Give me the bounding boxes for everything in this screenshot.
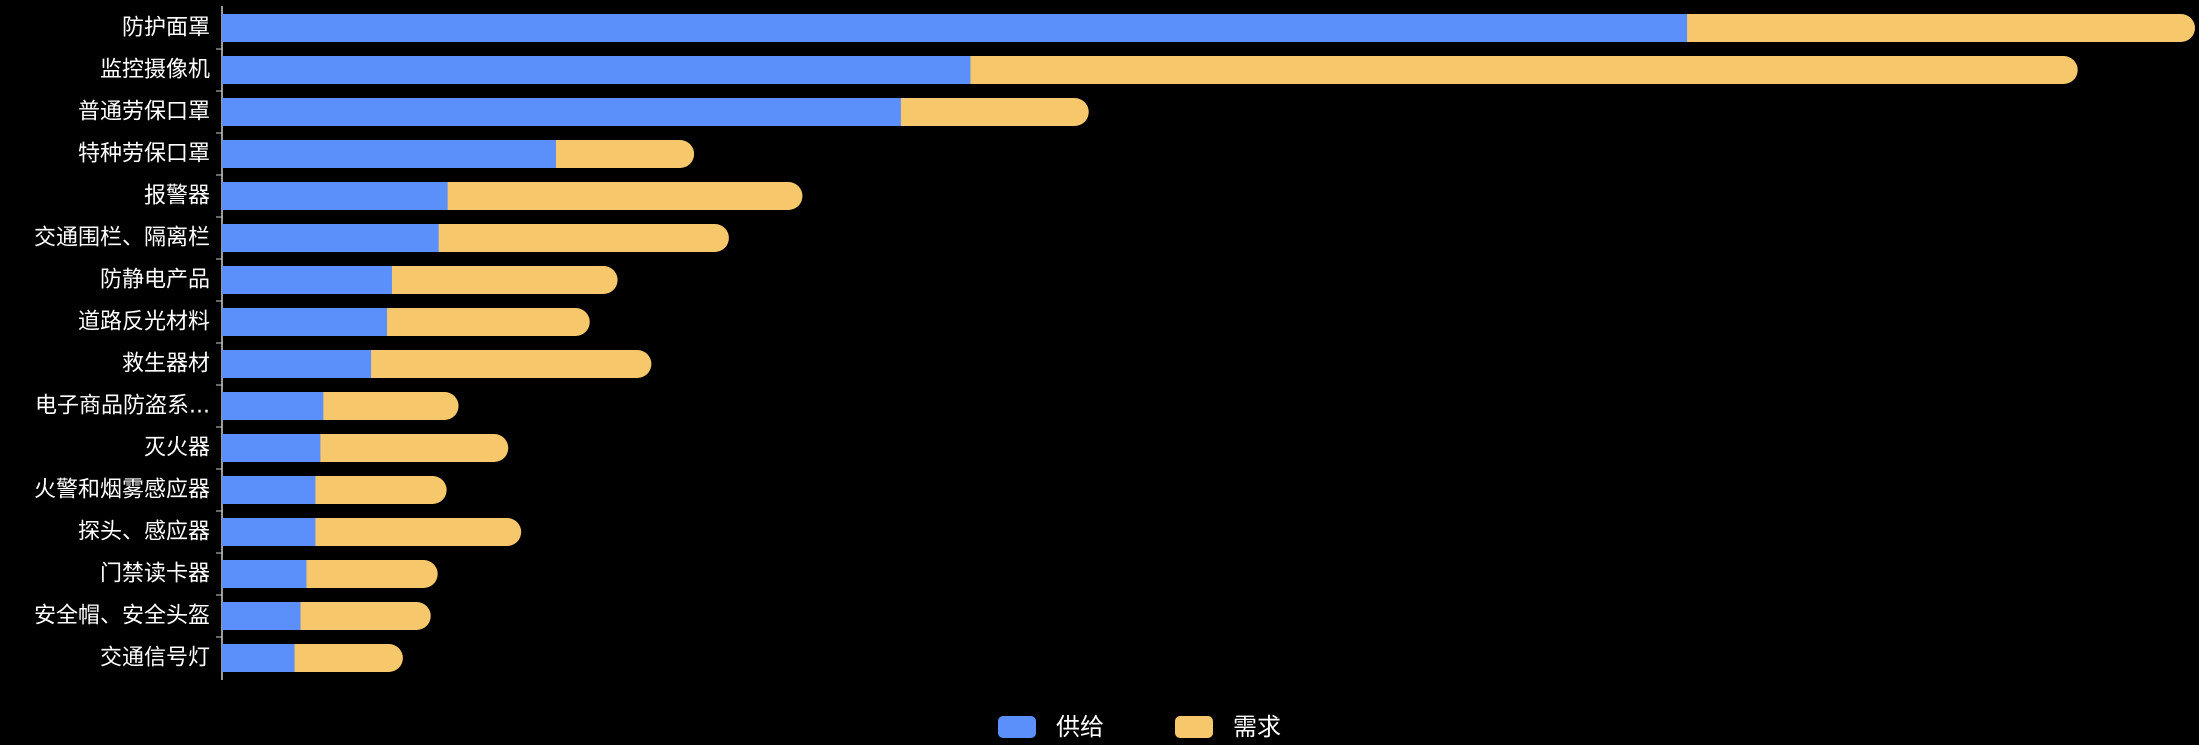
category-label: 交通信号灯 bbox=[100, 646, 210, 671]
legend[interactable]: 供给 需求 bbox=[998, 713, 1281, 741]
category-label: 道路反光材料 bbox=[78, 310, 210, 335]
bar-supply-5[interactable] bbox=[222, 224, 439, 252]
bar-supply-2[interactable] bbox=[222, 98, 901, 126]
legend-swatch bbox=[1175, 716, 1213, 738]
legend-label: 供给 bbox=[1056, 713, 1104, 741]
bar-supply-0[interactable] bbox=[222, 14, 1688, 42]
category-label: 灭火器 bbox=[144, 436, 210, 461]
legend-label: 需求 bbox=[1233, 713, 1281, 741]
bar-supply-13[interactable] bbox=[222, 560, 307, 588]
category-label: 普通劳保口罩 bbox=[78, 100, 210, 125]
bar-supply-8[interactable] bbox=[222, 350, 372, 378]
bar-supply-15[interactable] bbox=[222, 644, 295, 672]
category-label: 交通围栏、隔离栏 bbox=[34, 226, 210, 251]
category-label: 探头、感应器 bbox=[78, 520, 210, 545]
category-label: 报警器 bbox=[144, 184, 210, 209]
bar-supply-6[interactable] bbox=[222, 266, 392, 294]
category-label: 安全帽、安全头盔 bbox=[34, 604, 210, 629]
category-label: 监控摄像机 bbox=[100, 58, 210, 83]
bar-supply-10[interactable] bbox=[222, 434, 321, 462]
category-label: 电子商品防盗系... bbox=[35, 394, 210, 419]
category-label: 防静电产品 bbox=[100, 268, 210, 293]
bar-supply-11[interactable] bbox=[222, 476, 316, 504]
legend-item-1[interactable]: 需求 bbox=[1175, 713, 1281, 741]
y-axis bbox=[216, 6, 223, 680]
bar-supply-14[interactable] bbox=[222, 602, 301, 630]
legend-item-0[interactable]: 供给 bbox=[998, 713, 1104, 741]
category-label: 火警和烟雾感应器 bbox=[34, 478, 210, 503]
category-label: 特种劳保口罩 bbox=[78, 142, 210, 167]
bar-supply-4[interactable] bbox=[222, 182, 448, 210]
category-label: 门禁读卡器 bbox=[100, 562, 210, 587]
bar-supply-7[interactable] bbox=[222, 308, 387, 336]
legend-swatch bbox=[998, 716, 1036, 738]
bar-supply-9[interactable] bbox=[222, 392, 324, 420]
bars bbox=[222, 14, 2195, 672]
category-label: 救生器材 bbox=[122, 352, 210, 377]
bar-supply-12[interactable] bbox=[222, 518, 316, 546]
bar-supply-3[interactable] bbox=[222, 140, 556, 168]
category-labels: 防护面罩监控摄像机普通劳保口罩特种劳保口罩报警器交通围栏、隔离栏防静电产品道路反… bbox=[34, 16, 210, 671]
category-label: 防护面罩 bbox=[122, 16, 210, 41]
bar-supply-1[interactable] bbox=[222, 56, 971, 84]
